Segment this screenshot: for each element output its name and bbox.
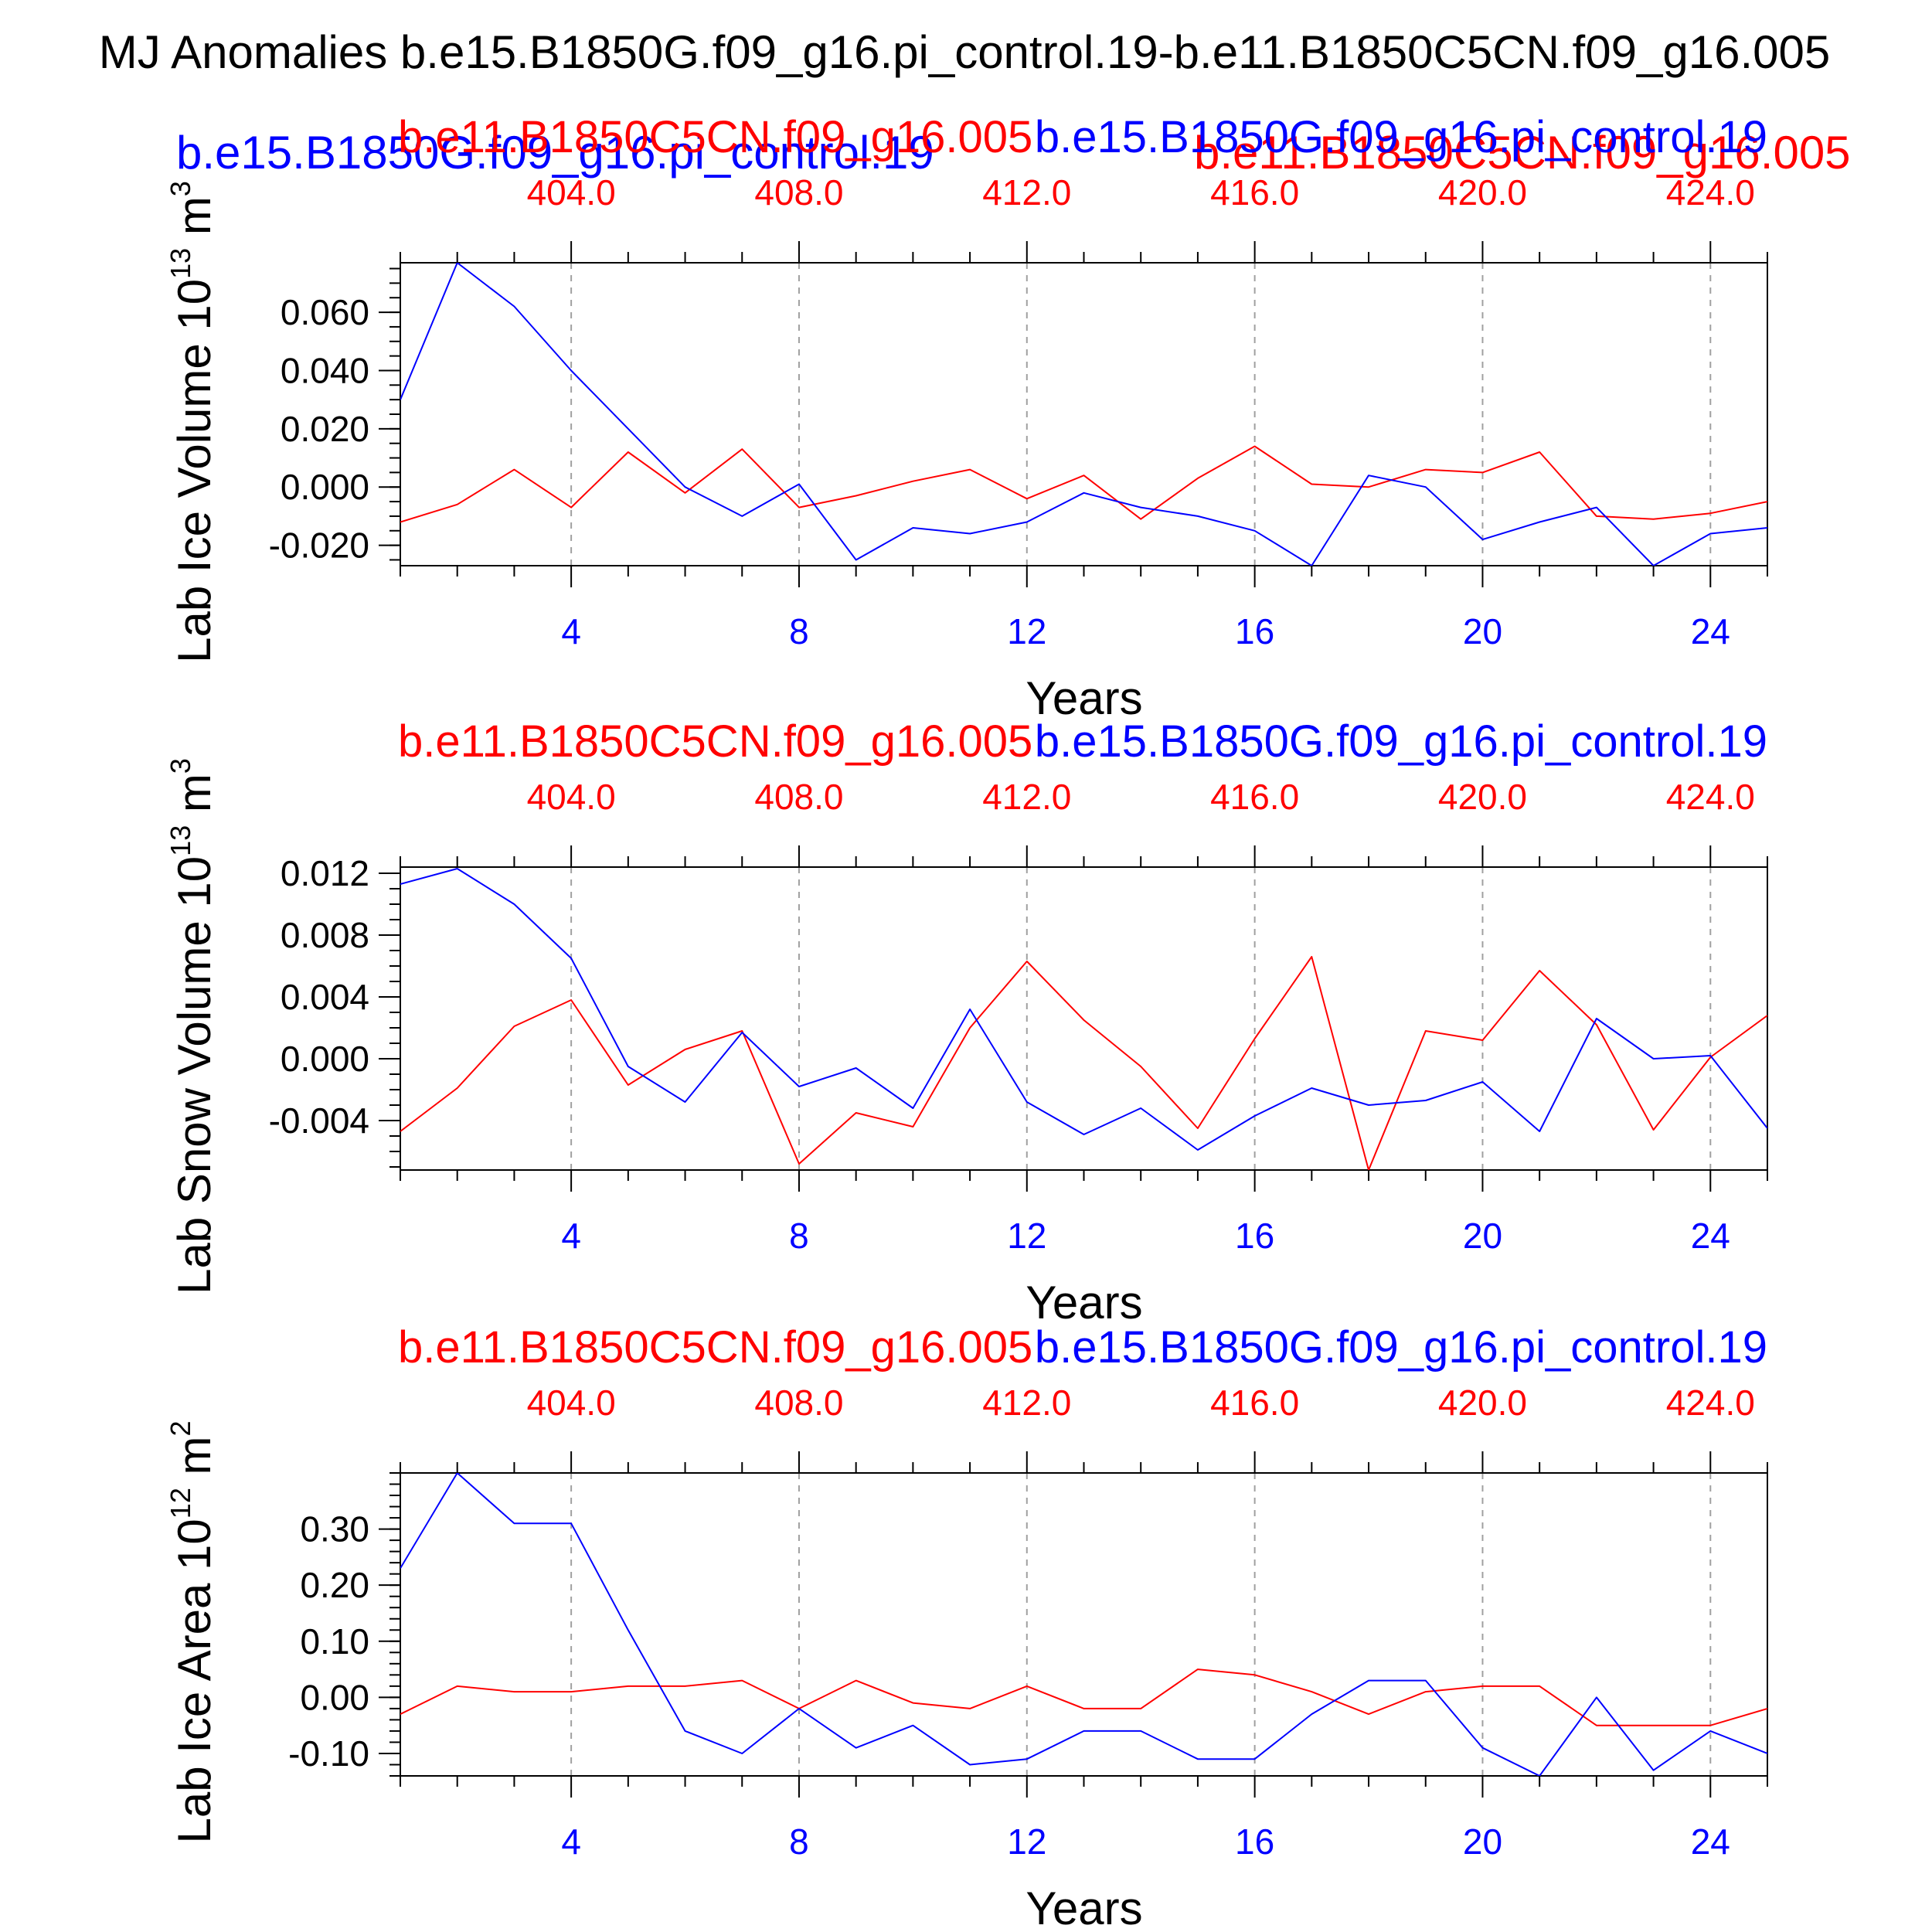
x-bottom-tick-label: 12: [1007, 611, 1046, 651]
series-line-red: [400, 445, 1767, 523]
y-tick-label: -0.020: [269, 526, 369, 566]
y-tick-label: 0.00: [300, 1677, 369, 1717]
x-top-tick-label: 416.0: [1210, 1383, 1299, 1423]
x-top-tick-label: 408.0: [754, 1383, 843, 1423]
x-top-tick-label: 408.0: [754, 172, 843, 213]
y-axis-label: Lab Ice Area 1012 m2: [165, 1420, 220, 1843]
x-top-tick-label: 416.0: [1210, 172, 1299, 213]
x-bottom-tick-label: 8: [789, 611, 809, 651]
series-group: [400, 263, 1767, 566]
x-bottom-tick-label: 4: [561, 1216, 581, 1256]
x-bottom-tick-label: 24: [1691, 1821, 1730, 1862]
plot-frame: [400, 262, 1768, 566]
x-bottom-tick-label: 20: [1463, 1821, 1502, 1862]
legend-overlay-blue: b.e15.B1850G.f09_g16.pi_control.19: [176, 127, 934, 179]
x-top-tick-label: 420.0: [1438, 777, 1527, 817]
x-top-tick-label: 412.0: [982, 172, 1071, 213]
y-tick-label: 0.040: [281, 350, 369, 390]
figure-title: MJ Anomalies b.e15.B1850G.f09_g16.pi_con…: [99, 26, 1830, 78]
series-group: [400, 1473, 1767, 1776]
x-axis-label: Years: [1026, 672, 1142, 724]
top-label-red: b.e11.B1850C5CN.f09_g16.005: [398, 112, 1032, 162]
y-tick-label: 0.004: [281, 977, 369, 1017]
y-tick-label: 0.020: [281, 409, 369, 449]
series-line-blue: [400, 1473, 1767, 1776]
y-tick-label: 0.008: [281, 915, 369, 955]
x-bottom-tick-label: 4: [561, 611, 581, 651]
series-line-blue: [400, 263, 1767, 566]
y-axis-label: Lab Snow Volume 1013 m3: [165, 758, 220, 1294]
x-top-tick-label: 424.0: [1666, 172, 1755, 213]
x-bottom-tick-label: 12: [1007, 1216, 1046, 1256]
x-bottom-tick-label: 16: [1235, 1821, 1274, 1862]
panels: -0.020 0.000 0.020 0.040 0.060 4 404.0 8 408.0 12…: [165, 112, 1768, 1932]
x-bottom-tick-label: 8: [789, 1216, 809, 1256]
x-top-tick-label: 404.0: [527, 777, 616, 817]
y-tick-label: 0.30: [300, 1509, 369, 1549]
y-tick-label: 0.000: [281, 467, 369, 507]
y-tick-label: 0.000: [281, 1039, 369, 1079]
x-axis-label: Years: [1026, 1883, 1142, 1932]
x-top-tick-label: 412.0: [982, 1383, 1071, 1423]
x-bottom-tick-label: 16: [1235, 611, 1274, 651]
top-label-red: b.e11.B1850C5CN.f09_g16.005: [398, 716, 1032, 767]
y-tick-label: 0.10: [300, 1621, 369, 1662]
y-tick-label: 0.20: [300, 1565, 369, 1605]
y-tick-label: 0.060: [281, 292, 369, 332]
panel-2: -0.004 0.000 0.004 0.008 0.012 4 404.0 8 408.0 12…: [165, 716, 1768, 1328]
x-bottom-tick-label: 20: [1463, 611, 1502, 651]
panel-1: -0.020 0.000 0.020 0.040 0.060 4 404.0 8 408.0 12…: [165, 112, 1768, 724]
top-label-blue: b.e15.B1850G.f09_g16.pi_control.19: [1035, 112, 1767, 162]
x-bottom-tick-label: 4: [561, 1821, 581, 1862]
x-top-tick-label: 408.0: [754, 777, 843, 817]
x-bottom-tick-label: 8: [789, 1821, 809, 1862]
x-top-tick-label: 404.0: [527, 172, 616, 213]
x-bottom-tick-label: 20: [1463, 1216, 1502, 1256]
x-top-tick-label: 424.0: [1666, 1383, 1755, 1423]
x-bottom-tick-label: 12: [1007, 1821, 1046, 1862]
y-axis-label: Lab Ice Volume 1013 m3: [165, 181, 220, 663]
top-label-blue: b.e15.B1850G.f09_g16.pi_control.19: [1035, 716, 1767, 767]
series-line-red: [400, 956, 1767, 1170]
panel-3: -0.10 0.00 0.10 0.20 0.30 4 404.0 8 408.0 12 412.0…: [165, 1322, 1768, 1932]
x-axis-label: Years: [1026, 1277, 1142, 1328]
y-tick-label: -0.004: [269, 1100, 369, 1141]
x-bottom-tick-label: 16: [1235, 1216, 1274, 1256]
legend-overlay-red: b.e11.B1850C5CN.f09_g16.005: [1194, 127, 1851, 179]
top-label-red: b.e11.B1850C5CN.f09_g16.005: [398, 1322, 1032, 1372]
series-group: [400, 868, 1767, 1170]
y-tick-label: 0.012: [281, 853, 369, 893]
plot-frame: [400, 866, 1768, 1171]
series-line-blue: [400, 868, 1767, 1151]
y-tick-label: -0.10: [288, 1733, 369, 1774]
x-top-tick-label: 416.0: [1210, 777, 1299, 817]
x-top-tick-label: 420.0: [1438, 1383, 1527, 1423]
x-bottom-tick-label: 24: [1691, 1216, 1730, 1256]
x-top-tick-label: 420.0: [1438, 172, 1527, 213]
x-top-tick-label: 412.0: [982, 777, 1071, 817]
x-top-tick-label: 424.0: [1666, 777, 1755, 817]
series-line-red: [400, 1668, 1767, 1726]
x-bottom-tick-label: 24: [1691, 611, 1730, 651]
x-top-tick-label: 404.0: [527, 1383, 616, 1423]
top-label-blue: b.e15.B1850G.f09_g16.pi_control.19: [1035, 1322, 1767, 1372]
